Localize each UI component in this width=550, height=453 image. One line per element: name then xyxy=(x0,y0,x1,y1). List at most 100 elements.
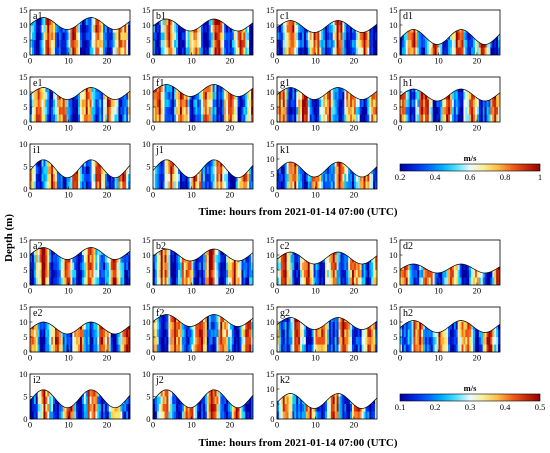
heatmap-c1 xyxy=(277,20,377,55)
y-tick-label: 15 xyxy=(266,5,275,15)
panel-j1: 0 10 20 0 5 10 j1 xyxy=(142,139,254,200)
x-tick-label: 0 xyxy=(275,56,279,66)
panel-label: b1 xyxy=(156,11,166,22)
panel-i2: 0 10 20 0 5 10 i2 xyxy=(19,369,131,430)
x-tick-label: 10 xyxy=(64,420,73,430)
colorbar-unit: m/s xyxy=(464,383,477,393)
y-tick-label: 0 xyxy=(393,50,397,60)
x-tick-label: 20 xyxy=(350,190,359,200)
panel-label: j2 xyxy=(155,375,164,386)
x-tick-label: 20 xyxy=(350,56,359,66)
y-tick-label: 10 xyxy=(19,87,28,97)
y-tick-label: 5 xyxy=(23,265,27,275)
panel-c2: 0 10 20 0 5 10 15 c2 xyxy=(266,235,378,296)
x-tick-label: 10 xyxy=(187,56,196,66)
y-tick-label: 5 xyxy=(270,169,274,179)
y-tick-label: 15 xyxy=(19,235,28,245)
y-tick-label: 10 xyxy=(142,20,151,30)
plot-frame xyxy=(399,9,501,56)
x-tick-label: 20 xyxy=(473,353,482,363)
colorbar-tick-label: 0.2 xyxy=(395,172,406,182)
y-tick-label: 10 xyxy=(19,250,28,260)
plot-frame xyxy=(29,239,131,286)
x-tick-label: 20 xyxy=(350,123,359,133)
colorbar-tick-label: 0.4 xyxy=(430,172,441,182)
y-tick-label: 0 xyxy=(146,280,150,290)
y-tick-label: 5 xyxy=(23,35,27,45)
x-tick-label: 20 xyxy=(350,286,359,296)
x-tick-label: 10 xyxy=(311,420,320,430)
surface-line xyxy=(276,20,378,33)
panel-g2: 0 10 20 0 5 10 15 g2 xyxy=(266,302,378,363)
y-tick-label: 15 xyxy=(389,72,398,82)
y-tick-label: 10 xyxy=(389,250,398,260)
y-tick-label: 10 xyxy=(19,317,28,327)
surface-line xyxy=(276,393,378,409)
y-tick-label: 5 xyxy=(270,399,274,409)
y-tick-label: 15 xyxy=(266,235,275,245)
colorbar-group2: m/s 0.1 0.2 0.3 0.4 0.5 xyxy=(395,383,546,412)
y-tick-label: 15 xyxy=(19,5,28,15)
surface-line xyxy=(152,84,254,97)
x-tick-label: 0 xyxy=(151,190,155,200)
panel-label: c1 xyxy=(280,11,289,22)
plot-frame xyxy=(276,239,378,286)
panel-label: g1 xyxy=(280,78,290,89)
x-tick-label: 10 xyxy=(187,286,196,296)
panel-label: d1 xyxy=(403,11,413,22)
heatmap-j2 xyxy=(153,389,253,419)
panel-e2: 0 10 20 0 5 10 15 e2 xyxy=(19,302,131,363)
x-tick-label: 10 xyxy=(64,190,73,200)
x-tick-label: 20 xyxy=(103,56,112,66)
x-tick-label: 20 xyxy=(226,353,235,363)
x-tick-label: 20 xyxy=(226,123,235,133)
y-tick-label: 10 xyxy=(19,20,28,30)
y-tick-label: 10 xyxy=(266,250,275,260)
x-tick-label: 10 xyxy=(434,353,443,363)
panel-label: d2 xyxy=(403,241,413,252)
heatmap-a1 xyxy=(30,17,130,55)
surface-line xyxy=(399,29,501,45)
x-axis-label-group2: Time: hours from 2021-01-14 07:00 (UTC) xyxy=(198,437,397,449)
y-tick-label: 5 xyxy=(393,332,397,342)
panel-k2: 0 10 20 0 5 10 15 k2 xyxy=(266,369,378,430)
y-tick-label: 15 xyxy=(266,72,275,82)
surface-line xyxy=(276,161,378,178)
y-tick-label: 5 xyxy=(146,102,150,112)
surface-line xyxy=(399,88,501,102)
heatmap-i2 xyxy=(30,389,130,419)
colorbar-tick-label: 0.4 xyxy=(500,402,511,412)
heatmap-j1 xyxy=(153,159,253,189)
x-tick-label: 20 xyxy=(350,420,359,430)
panel-label: i1 xyxy=(33,145,41,156)
x-tick-label: 0 xyxy=(275,286,279,296)
panel-k1: 0 10 20 0 5 10 15 k1 xyxy=(266,139,378,200)
x-tick-label: 10 xyxy=(187,123,196,133)
x-tick-label: 10 xyxy=(64,56,73,66)
heatmap-d1 xyxy=(400,29,500,55)
y-tick-label: 0 xyxy=(23,414,27,424)
x-tick-label: 10 xyxy=(311,353,320,363)
x-tick-label: 20 xyxy=(226,286,235,296)
y-axis-label: Depth (m) xyxy=(3,214,15,262)
x-tick-label: 10 xyxy=(434,56,443,66)
x-tick-label: 20 xyxy=(473,286,482,296)
surface-line xyxy=(399,263,501,274)
panel-label: k2 xyxy=(280,375,290,386)
y-tick-label: 0 xyxy=(270,117,274,127)
x-tick-label: 10 xyxy=(311,56,320,66)
y-tick-label: 5 xyxy=(270,35,274,45)
y-tick-label: 0 xyxy=(146,184,150,194)
y-tick-label: 15 xyxy=(142,302,151,312)
colorbar-gradient xyxy=(399,393,541,402)
y-tick-label: 0 xyxy=(270,414,274,424)
y-tick-label: 10 xyxy=(266,317,275,327)
heatmap-i1 xyxy=(30,159,130,189)
y-tick-label: 5 xyxy=(393,265,397,275)
x-tick-label: 10 xyxy=(311,286,320,296)
panel-label: j1 xyxy=(155,145,164,156)
panel-label: f1 xyxy=(156,78,164,89)
x-tick-label: 0 xyxy=(398,353,402,363)
y-tick-label: 5 xyxy=(270,265,274,275)
